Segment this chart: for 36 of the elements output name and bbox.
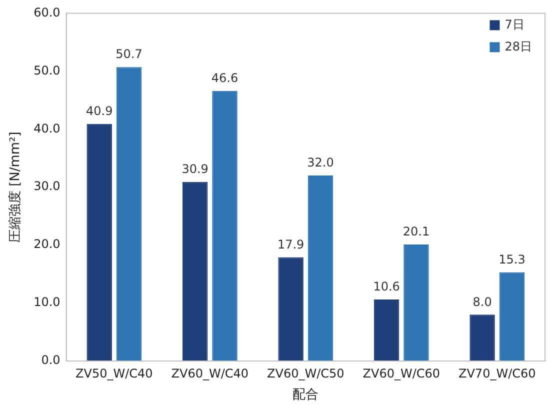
bar <box>182 182 208 361</box>
data-label: 40.9 <box>86 104 113 118</box>
x-tick-label: ZV60_W/C50 <box>267 366 344 380</box>
bar <box>116 67 142 361</box>
y-tick-label: 60.0 <box>34 5 60 20</box>
data-label: 20.1 <box>402 224 430 239</box>
bar <box>278 257 304 361</box>
x-tick-label: ZV70_W/C60 <box>458 366 536 380</box>
bar <box>86 124 112 361</box>
bar <box>212 90 238 361</box>
y-axis-title: 圧縮強度 [N/mm²] <box>7 132 24 243</box>
data-label: 32.0 <box>307 156 334 170</box>
x-tick-label: ZV50_W/C40 <box>76 366 153 380</box>
data-label: 46.6 <box>211 71 238 85</box>
x-tick-label: ZV60_W/C60 <box>362 366 440 380</box>
data-label: 50.7 <box>116 47 142 62</box>
legend-label: 7日 <box>504 17 524 32</box>
bar <box>470 314 495 361</box>
y-tick-label: 40.0 <box>34 121 60 136</box>
bar <box>374 300 400 361</box>
y-tick-label: 20.0 <box>34 237 60 252</box>
data-label: 30.9 <box>182 162 208 176</box>
y-tick-label: 50.0 <box>34 63 60 78</box>
bar <box>308 176 334 361</box>
data-label: 8.0 <box>472 294 492 309</box>
x-axis-title: 配合 <box>292 388 319 403</box>
data-label: 10.6 <box>373 280 400 294</box>
bar <box>499 272 525 361</box>
x-tick-label: ZV60_W/C40 <box>171 366 249 380</box>
data-label: 15.3 <box>498 252 526 266</box>
y-tick-label: 30.0 <box>34 179 60 194</box>
y-tick-label: 0.0 <box>41 353 60 368</box>
bar <box>404 244 429 361</box>
y-tick-label: 10.0 <box>34 295 60 310</box>
data-label: 17.9 <box>277 237 304 252</box>
legend-label: 28日 <box>504 39 532 54</box>
